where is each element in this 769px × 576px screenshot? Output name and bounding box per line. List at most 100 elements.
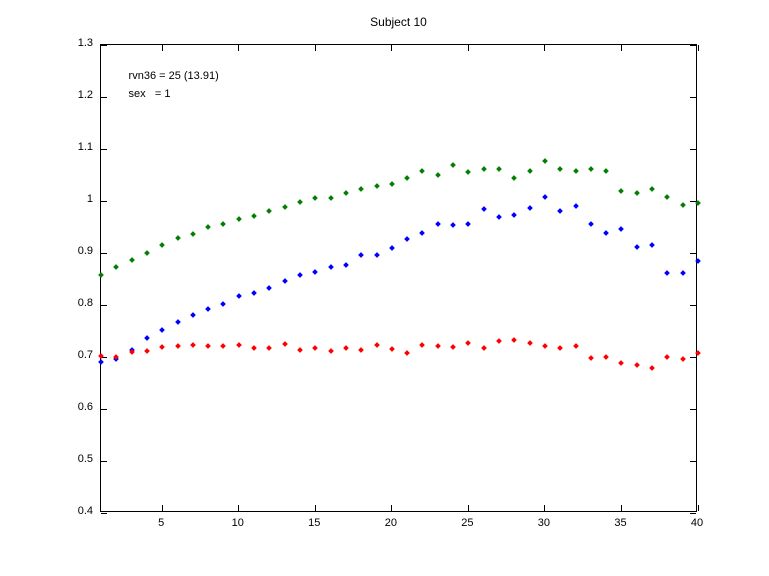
data-point-green xyxy=(542,158,548,165)
data-point-green xyxy=(679,201,686,208)
data-point-blue xyxy=(542,193,548,200)
x-tick-mark xyxy=(238,505,240,511)
data-point-blue xyxy=(389,245,395,252)
data-point-green xyxy=(588,165,594,172)
data-point-red xyxy=(419,342,426,348)
data-point-red xyxy=(98,353,104,360)
data-point-blue xyxy=(526,205,533,212)
data-point-green xyxy=(113,264,120,270)
data-point-blue xyxy=(496,214,502,220)
y-tick-label: 1.1 xyxy=(77,141,93,153)
data-point-blue xyxy=(281,277,288,284)
x-tick-label: 20 xyxy=(384,517,397,529)
data-point-red xyxy=(542,342,548,349)
y-tick-label: 1 xyxy=(86,193,93,205)
x-tick-mark xyxy=(314,505,316,511)
annotation-line: sex = 1 xyxy=(128,88,171,101)
x-tick-mark-top xyxy=(697,45,699,51)
data-point-blue xyxy=(297,271,303,278)
data-point-blue xyxy=(664,270,671,277)
data-point-green xyxy=(327,195,334,201)
data-point-green xyxy=(281,203,288,210)
y-tick-label: 0.4 xyxy=(77,505,93,517)
data-point-red xyxy=(679,356,686,362)
data-point-blue xyxy=(190,312,196,319)
data-point-green xyxy=(98,271,104,278)
y-tick-label: 1.2 xyxy=(77,89,93,101)
x-tick-mark-top xyxy=(544,45,546,51)
data-point-blue xyxy=(649,241,655,248)
data-point-red xyxy=(695,350,701,357)
x-tick-mark-top xyxy=(620,45,622,51)
y-tick-mark-right xyxy=(690,44,696,46)
data-point-red xyxy=(664,354,671,360)
y-tick-mark xyxy=(101,252,107,254)
y-tick-mark xyxy=(101,356,107,358)
data-point-blue xyxy=(618,225,625,232)
y-tick-mark-right xyxy=(690,408,696,410)
data-point-blue xyxy=(205,306,211,312)
y-tick-mark-right xyxy=(690,252,696,254)
x-tick-label: 5 xyxy=(158,517,165,529)
data-point-blue xyxy=(465,221,472,227)
y-tick-mark xyxy=(101,44,107,46)
data-point-blue xyxy=(511,212,518,218)
data-point-red xyxy=(144,347,150,354)
data-point-green xyxy=(557,165,564,172)
data-point-red xyxy=(496,338,502,344)
y-tick-label: 0.8 xyxy=(77,297,93,309)
data-point-green xyxy=(251,212,257,219)
x-tick-label: 10 xyxy=(231,517,244,529)
x-tick-mark xyxy=(161,505,163,511)
data-point-green xyxy=(618,187,625,194)
data-point-blue xyxy=(588,221,594,228)
x-tick-mark xyxy=(697,505,699,511)
y-tick-mark-right xyxy=(690,512,696,514)
x-tick-label: 35 xyxy=(614,517,627,529)
data-point-green xyxy=(389,181,395,188)
data-point-green xyxy=(419,167,426,174)
data-point-blue xyxy=(373,251,380,258)
data-point-green xyxy=(343,189,349,196)
data-point-red xyxy=(343,344,349,351)
data-point-red xyxy=(358,347,365,354)
data-point-blue xyxy=(404,236,410,242)
chart-title: Subject 10 xyxy=(370,15,427,29)
data-point-green xyxy=(128,257,135,264)
data-point-blue xyxy=(98,359,104,366)
x-tick-mark xyxy=(391,505,393,511)
x-tick-mark-top xyxy=(391,45,393,51)
data-point-blue xyxy=(144,335,150,342)
data-point-blue xyxy=(251,289,257,296)
data-point-green xyxy=(649,185,655,192)
y-tick-mark xyxy=(101,148,107,150)
plot-axes: rvn36 = 25 (13.91) sex = 1 xyxy=(98,44,701,514)
data-point-green xyxy=(312,195,319,201)
annotation-line: rvn36 = 25 (13.91) xyxy=(128,70,219,83)
data-point-blue xyxy=(419,230,426,237)
data-point-red xyxy=(649,365,655,372)
data-point-blue xyxy=(358,252,365,258)
data-point-red xyxy=(327,348,334,355)
y-tick-label: 0.5 xyxy=(77,453,93,465)
data-point-green xyxy=(144,250,150,256)
y-tick-mark-right xyxy=(690,96,696,98)
x-tick-mark xyxy=(620,505,622,511)
x-tick-mark xyxy=(544,505,546,511)
data-point-blue xyxy=(220,301,227,307)
data-point-green xyxy=(404,174,410,181)
data-point-green xyxy=(205,224,211,230)
x-tick-mark-top xyxy=(467,45,469,51)
y-tick-mark-right xyxy=(690,200,696,202)
data-point-green xyxy=(235,216,242,223)
x-tick-label: 25 xyxy=(461,517,474,529)
data-point-green xyxy=(174,235,181,242)
data-point-red xyxy=(251,344,257,351)
y-tick-mark xyxy=(101,304,107,306)
x-tick-mark xyxy=(467,505,469,511)
data-point-green xyxy=(603,168,609,175)
data-point-green xyxy=(480,165,487,172)
data-point-green xyxy=(190,230,196,237)
y-tick-label: 0.9 xyxy=(77,245,93,257)
